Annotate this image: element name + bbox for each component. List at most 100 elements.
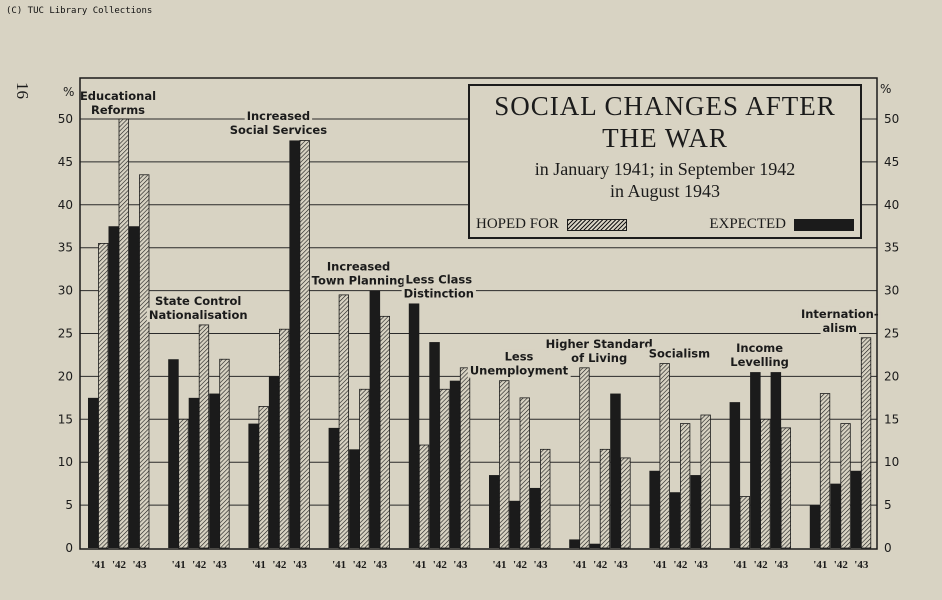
label-background <box>227 123 330 137</box>
legend-hoped: HOPED FOR <box>476 216 627 233</box>
label-background <box>820 320 860 335</box>
y-tick-left: 25 <box>58 327 73 341</box>
bar-hoped <box>540 448 551 549</box>
bar-expected <box>129 226 140 548</box>
label-background <box>88 103 148 117</box>
x-year-label: '42 <box>513 559 528 571</box>
y-tick-right: 15 <box>884 412 899 426</box>
legend-hoped-swatch <box>566 218 627 231</box>
y-tick-left: 20 <box>58 369 73 383</box>
bar-expected <box>669 492 681 548</box>
bar-expected <box>168 359 179 548</box>
y-unit-right: % <box>880 82 891 96</box>
x-year-label: '42 <box>192 559 207 571</box>
y-tick-left: 45 <box>58 155 73 169</box>
y-tick-left: 0 <box>65 541 73 555</box>
bar-hoped <box>258 406 269 549</box>
bar-expected <box>509 500 520 548</box>
category-label: Income <box>736 341 783 355</box>
bar-expected <box>530 487 541 548</box>
bar-hoped <box>659 363 670 549</box>
category-label: State Control <box>155 294 241 308</box>
bar-hoped <box>278 328 290 549</box>
y-tick-left: 30 <box>58 284 73 298</box>
bar-hoped <box>359 388 370 549</box>
x-year-label: '43 <box>694 559 709 571</box>
y-tick-right: 0 <box>884 541 892 555</box>
y-tick-right: 20 <box>884 369 899 383</box>
y-tick-left: 35 <box>58 241 73 255</box>
label-background <box>153 293 244 308</box>
label-background <box>543 336 655 351</box>
bar-hoped <box>760 418 771 549</box>
category-label: of Living <box>571 351 627 365</box>
label-background <box>244 109 313 123</box>
x-year-label: '42 <box>834 559 849 571</box>
bar-hoped <box>819 393 831 549</box>
bar-expected <box>349 449 360 548</box>
y-tick-left: 50 <box>58 112 73 126</box>
y-tick-right: 10 <box>884 455 899 469</box>
bar-hoped <box>439 388 450 549</box>
label-background <box>401 286 476 301</box>
bar-hoped <box>118 118 129 549</box>
x-year-label: '43 <box>213 559 228 571</box>
bar-hoped <box>198 324 210 549</box>
x-year-label: '41 <box>492 559 506 571</box>
category-label: Distinction <box>404 286 474 300</box>
y-unit-left: % <box>63 85 74 99</box>
chart-subtitle-2: in August 1943 <box>609 181 720 201</box>
plot-frame <box>79 77 878 550</box>
bar-expected <box>429 342 440 548</box>
bar-hoped <box>620 457 631 549</box>
bar-hoped <box>519 397 530 549</box>
bar-expected <box>328 427 340 548</box>
x-year-label: '41 <box>412 559 426 571</box>
bar-expected <box>289 140 300 548</box>
bar-hoped <box>840 423 851 549</box>
category-label: Less Class <box>405 272 472 286</box>
label-background <box>403 272 475 287</box>
x-year-label: '42 <box>754 559 769 571</box>
category-label: Unemployment <box>470 364 569 378</box>
bar-expected <box>108 226 119 548</box>
x-year-label: '43 <box>533 559 548 571</box>
bar-hoped <box>338 294 350 549</box>
bar-expected <box>408 303 420 548</box>
bar-expected <box>268 376 280 548</box>
x-year-label: '41 <box>813 559 827 571</box>
y-tick-left: 5 <box>65 498 73 512</box>
x-year-label: '41 <box>332 559 346 571</box>
bar-expected <box>610 393 621 548</box>
category-label: Socialism <box>649 347 710 361</box>
category-label: Social Services <box>230 123 327 137</box>
category-label: Internation- <box>801 307 879 321</box>
bar-hoped <box>178 418 189 549</box>
bar-expected <box>489 475 500 548</box>
bar-expected <box>750 372 761 548</box>
category-label: Levelling <box>730 355 789 369</box>
bar-expected <box>690 475 701 548</box>
bar-expected <box>809 505 821 548</box>
x-year-label: '43 <box>373 559 388 571</box>
label-background <box>77 89 159 103</box>
bar-expected <box>649 470 660 548</box>
x-year-label: '42 <box>593 559 608 571</box>
y-tick-left: 40 <box>58 198 73 212</box>
y-tick-right: 30 <box>884 284 899 298</box>
category-label: Less <box>505 350 534 364</box>
bar-expected <box>770 372 782 548</box>
bar-hoped <box>418 444 430 549</box>
x-year-label: '42 <box>353 559 368 571</box>
label-background <box>569 350 630 365</box>
bar-hoped <box>219 358 230 549</box>
category-label: Increased <box>247 109 310 123</box>
category-label: Increased <box>327 260 390 274</box>
chart-title: SOCIAL CHANGES AFTER THE WAR <box>494 91 836 153</box>
label-background <box>734 341 786 356</box>
legend-expected: EXPECTED <box>709 216 854 233</box>
bar-expected <box>729 402 741 548</box>
category-label: Educational <box>80 89 156 103</box>
bar-expected <box>449 380 461 548</box>
category-label: Higher Standard <box>546 337 653 351</box>
